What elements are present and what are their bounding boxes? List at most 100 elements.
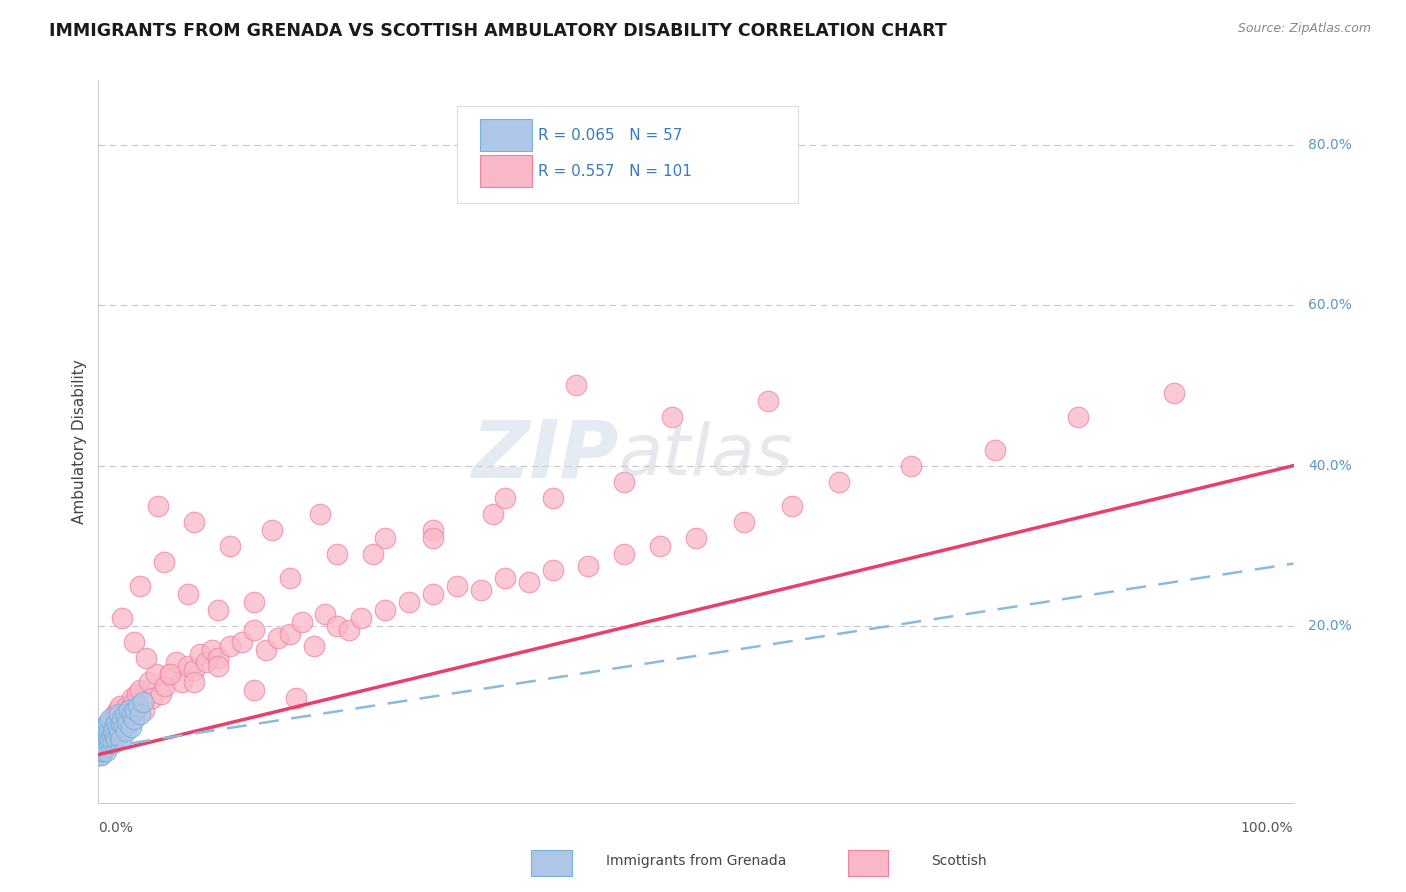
Point	[97, 715, 120, 730]
Point	[108, 699, 131, 714]
Point	[446, 579, 468, 593]
Point	[112, 719, 135, 733]
Point	[207, 603, 229, 617]
Point	[107, 707, 129, 722]
Text: 60.0%: 60.0%	[1308, 298, 1351, 312]
Point	[219, 539, 242, 553]
Point	[470, 583, 492, 598]
Text: IMMIGRANTS FROM GRENADA VS SCOTTISH AMBULATORY DISABILITY CORRELATION CHART: IMMIGRANTS FROM GRENADA VS SCOTTISH AMBU…	[49, 22, 948, 40]
Point	[105, 715, 128, 730]
Point	[110, 731, 132, 746]
Point	[155, 680, 177, 694]
Point	[243, 683, 266, 698]
Point	[302, 639, 325, 653]
Point	[91, 723, 114, 738]
Point	[135, 651, 157, 665]
Point	[124, 703, 146, 717]
Point	[613, 547, 636, 561]
Point	[114, 712, 136, 726]
Point	[339, 623, 361, 637]
Point	[141, 691, 163, 706]
Point	[96, 731, 118, 746]
Point	[104, 707, 127, 722]
Point	[91, 744, 114, 758]
Point	[129, 579, 152, 593]
Point	[565, 378, 588, 392]
Point	[159, 667, 181, 681]
Point	[118, 703, 141, 717]
Point	[685, 531, 707, 545]
Point	[661, 410, 683, 425]
Point	[101, 735, 124, 749]
Point	[90, 735, 112, 749]
Point	[207, 651, 229, 665]
Point	[153, 555, 176, 569]
Point	[756, 394, 779, 409]
FancyBboxPatch shape	[479, 120, 533, 151]
Point	[100, 728, 122, 742]
Point	[481, 507, 505, 521]
Point	[115, 699, 138, 714]
Point	[98, 735, 121, 749]
Point	[541, 491, 564, 505]
Point	[94, 744, 117, 758]
Point	[243, 623, 266, 637]
Point	[91, 728, 114, 742]
Point	[578, 558, 600, 573]
Point	[195, 655, 218, 669]
Point	[278, 627, 301, 641]
Point	[124, 635, 146, 649]
Point	[260, 523, 283, 537]
Text: 0.0%: 0.0%	[98, 821, 134, 835]
Text: 20.0%: 20.0%	[1308, 619, 1351, 633]
Point	[132, 703, 155, 717]
Point	[780, 499, 803, 513]
Point	[315, 607, 337, 621]
Point	[121, 707, 143, 722]
Point	[374, 531, 396, 545]
Point	[422, 587, 444, 601]
Point	[201, 643, 224, 657]
Point	[648, 539, 672, 553]
Point	[89, 747, 111, 762]
Point	[94, 728, 117, 742]
Point	[129, 707, 152, 722]
Point	[103, 723, 125, 738]
Point	[129, 683, 152, 698]
Point	[613, 475, 636, 489]
Point	[733, 515, 755, 529]
Point	[254, 643, 277, 657]
Point	[398, 595, 420, 609]
Point	[183, 675, 205, 690]
FancyBboxPatch shape	[479, 155, 533, 187]
Point	[117, 715, 139, 730]
Point	[1163, 386, 1185, 401]
Point	[91, 731, 114, 746]
Point	[291, 615, 314, 630]
Point	[326, 547, 349, 561]
FancyBboxPatch shape	[531, 850, 572, 876]
Point	[517, 574, 540, 589]
Point	[541, 563, 564, 577]
Point	[110, 715, 132, 730]
Point	[100, 728, 122, 742]
Point	[124, 712, 146, 726]
Point	[900, 458, 922, 473]
Point	[107, 719, 129, 733]
Point	[231, 635, 253, 649]
Point	[494, 571, 516, 585]
FancyBboxPatch shape	[457, 105, 797, 203]
Point	[243, 595, 266, 609]
Point	[120, 719, 142, 733]
Text: 100.0%: 100.0%	[1241, 821, 1294, 835]
Point	[219, 639, 242, 653]
Point	[105, 715, 128, 730]
Text: 40.0%: 40.0%	[1308, 458, 1351, 473]
Point	[94, 735, 117, 749]
Point	[159, 667, 181, 681]
Point	[422, 531, 444, 545]
Point	[115, 723, 138, 738]
Point	[90, 744, 112, 758]
Point	[278, 571, 301, 585]
Point	[422, 523, 444, 537]
